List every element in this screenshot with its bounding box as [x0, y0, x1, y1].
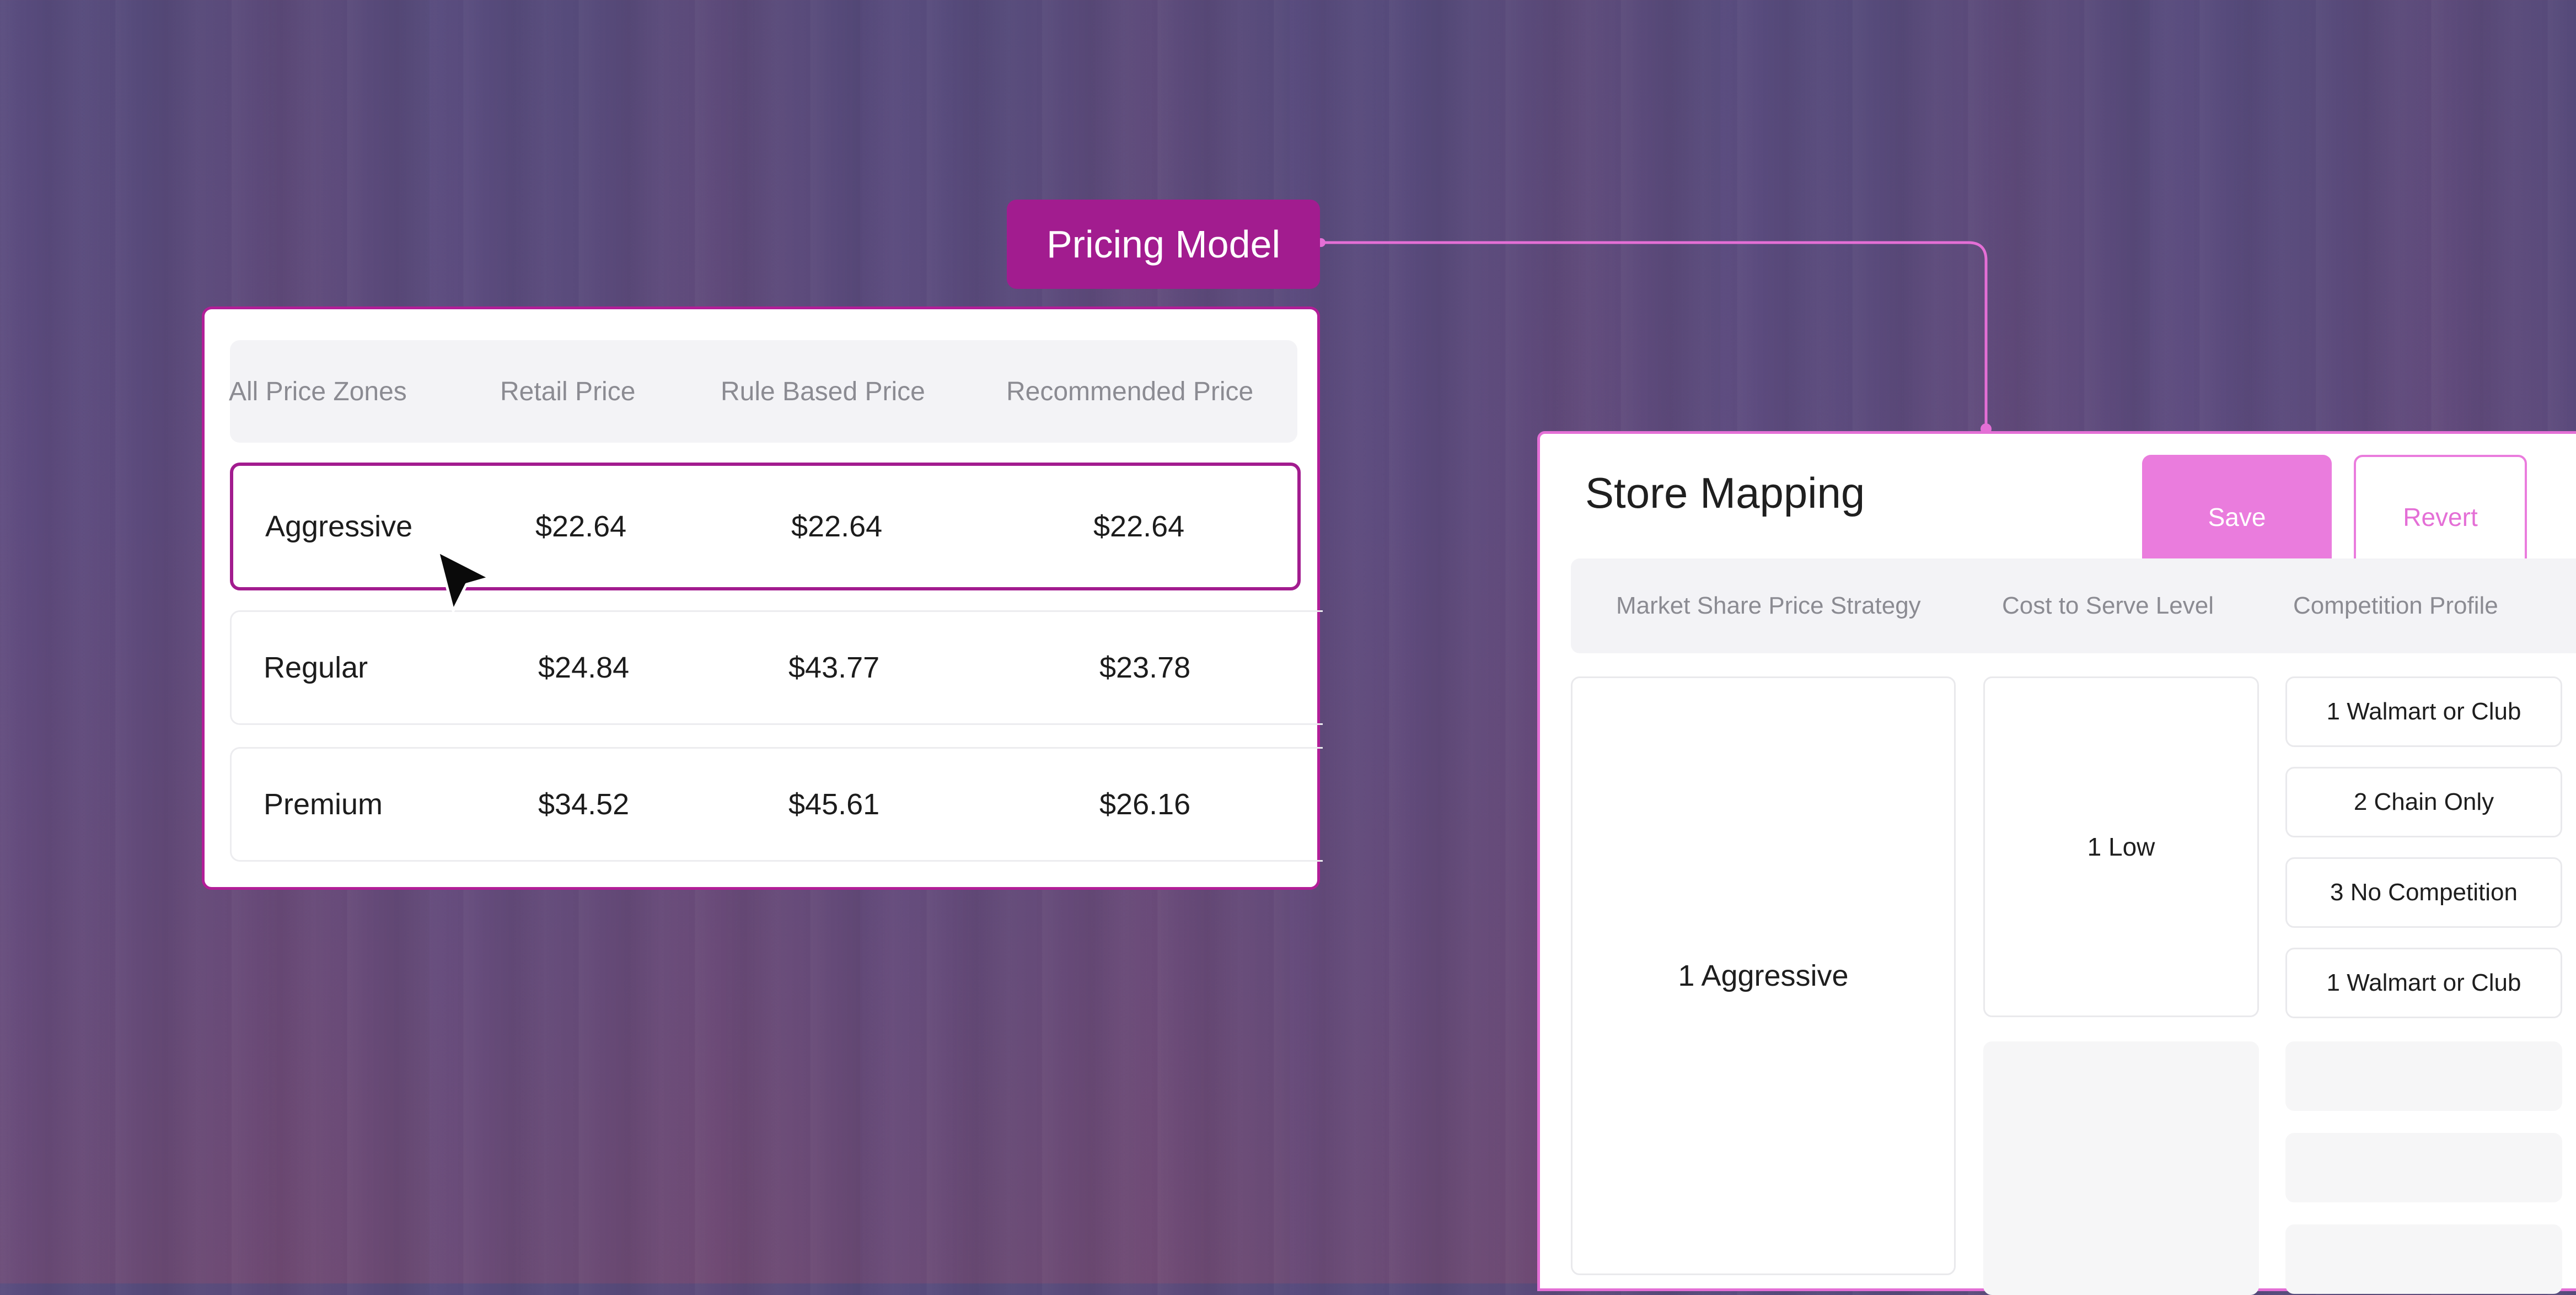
- row-retail-price: $22.64: [535, 510, 627, 543]
- competition-placeholder: [2285, 1133, 2562, 1202]
- column-header-retail-price: Retail Price: [500, 377, 636, 406]
- column-header-competition-profile: Competition Profile: [2293, 592, 2498, 619]
- price-table-header: All Price Zones Retail Price Rule Based …: [229, 340, 1297, 443]
- table-row-regular[interactable]: Regular $24.84 $43.77 $23.78: [230, 610, 1323, 725]
- row-rule-based-price: $43.77: [788, 651, 880, 684]
- row-zone-name: Premium: [264, 788, 383, 821]
- column-header-recommended-price: Recommended Price: [1006, 377, 1254, 406]
- competition-pill[interactable]: 1 Walmart or Club: [2285, 948, 2562, 1018]
- competition-pill[interactable]: 3 No Competition: [2285, 857, 2562, 928]
- mouse-cursor-icon: [436, 550, 491, 612]
- row-recommended-price: $22.64: [1093, 510, 1185, 543]
- row-zone-name: Regular: [264, 651, 368, 684]
- cost-level-cell[interactable]: 1 Low: [1983, 676, 2259, 1017]
- column-header-cost-to-serve: Cost to Serve Level: [2002, 592, 2214, 619]
- cost-level-placeholder: [1983, 1041, 2259, 1295]
- store-mapping-title: Store Mapping: [1585, 469, 1865, 517]
- table-row-premium[interactable]: Premium $34.52 $45.61 $26.16: [230, 747, 1323, 862]
- row-rule-based-price: $22.64: [791, 510, 883, 543]
- column-header-price-strategy: Market Share Price Strategy: [1616, 592, 1921, 619]
- competition-placeholder: [2285, 1041, 2562, 1111]
- store-mapping-panel: Store Mapping Save Revert Market Share P…: [1537, 431, 2576, 1295]
- row-recommended-price: $23.78: [1099, 651, 1191, 684]
- pricing-model-badge: Pricing Model: [1007, 200, 1320, 289]
- competition-pill[interactable]: 2 Chain Only: [2285, 767, 2562, 837]
- store-mapping-header: Market Share Price Strategy Cost to Serv…: [1571, 558, 2576, 653]
- column-header-rule-based-price: Rule Based Price: [721, 377, 925, 406]
- competition-pill[interactable]: 1 Walmart or Club: [2285, 676, 2562, 747]
- column-header-price-zones: All Price Zones: [229, 377, 407, 406]
- row-rule-based-price: $45.61: [788, 788, 880, 821]
- row-zone-name: Aggressive: [265, 510, 413, 543]
- row-recommended-price: $26.16: [1099, 788, 1191, 821]
- row-retail-price: $34.52: [538, 788, 630, 821]
- row-retail-price: $24.84: [538, 651, 630, 684]
- table-row-aggressive[interactable]: Aggressive $22.64 $22.64 $22.64: [230, 463, 1301, 590]
- strategy-cell[interactable]: 1 Aggressive: [1571, 676, 1956, 1275]
- price-zones-table: All Price Zones Retail Price Rule Based …: [202, 307, 1323, 890]
- competition-placeholder: [2285, 1224, 2562, 1294]
